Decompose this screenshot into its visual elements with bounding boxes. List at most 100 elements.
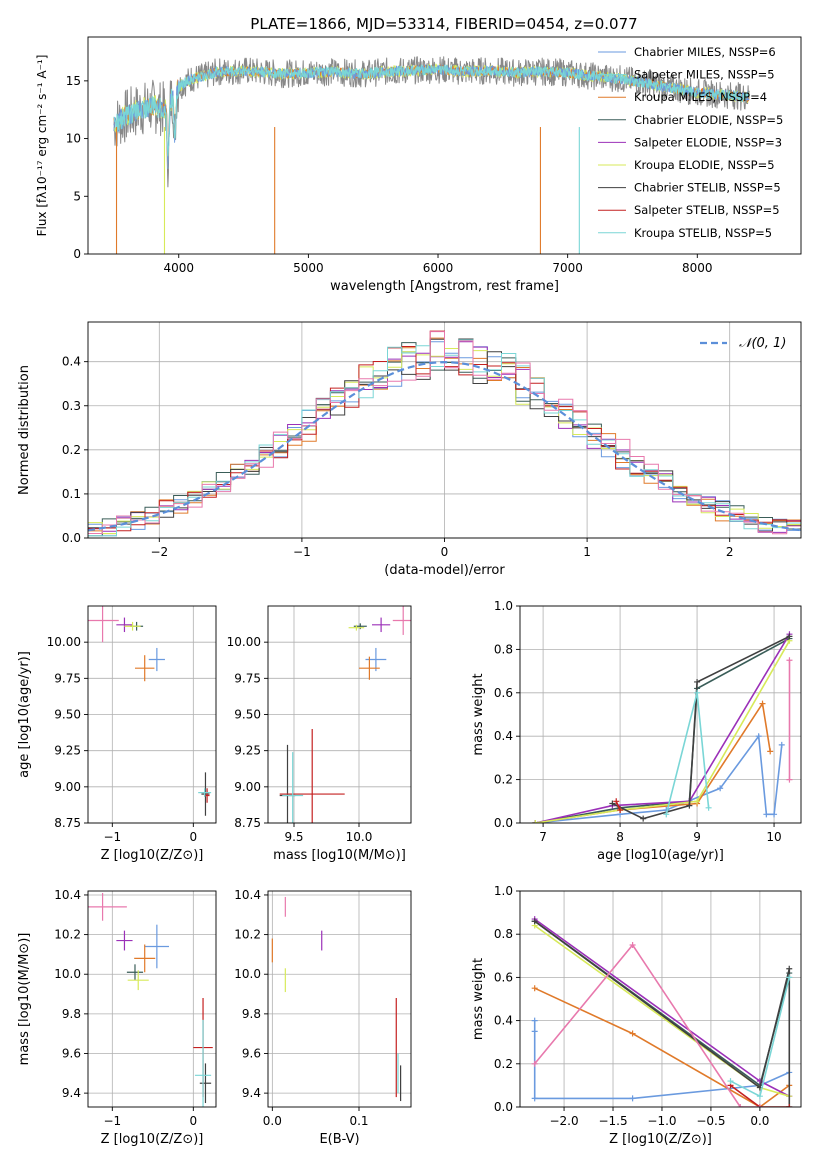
plot-area <box>271 896 402 1102</box>
legend-entry: Kroupa ELODIE, NSSP=5 <box>634 158 775 172</box>
x-tick-label: −1.0 <box>647 1114 676 1128</box>
x-tick-label: 10 <box>766 830 781 844</box>
errorbar-point <box>116 930 133 951</box>
errorbar-point <box>88 892 127 921</box>
y-tick-label: 0.4 <box>62 355 81 369</box>
weight-series <box>613 798 624 813</box>
y-tick-label: 9.6 <box>242 1046 261 1060</box>
y-tick-label: 9.00 <box>54 780 81 794</box>
y-tick-label: 10.0 <box>234 967 261 981</box>
weight-marker <box>786 965 793 972</box>
y-tick-label: 9.8 <box>242 1007 261 1021</box>
weight-marker <box>629 1095 636 1102</box>
y-tick-label: 0.8 <box>494 927 513 941</box>
y-tick-label: 0.0 <box>62 531 81 545</box>
weight-marker <box>640 815 647 822</box>
y-tick-label: 10.0 <box>54 967 81 981</box>
weight-series <box>609 633 793 822</box>
y-tick-label: 9.6 <box>62 1046 81 1060</box>
x-axis-label: mass [log10(M/M⊙)] <box>273 848 406 863</box>
y-tick-label: 9.50 <box>54 708 81 722</box>
x-tick-label: 7 <box>539 830 547 844</box>
y-axis-label: mass weight <box>471 673 486 755</box>
y-axis-label: mass [log10(M/M⊙)] <box>17 933 32 1066</box>
y-tick-label: 0.6 <box>494 970 513 984</box>
x-tick-label: 0 <box>441 545 449 559</box>
x-tick-label: 0.0 <box>750 1114 769 1128</box>
weight-marker <box>613 798 620 805</box>
plot-area <box>531 916 793 1107</box>
y-tick-label: 10.00 <box>47 635 81 649</box>
normal-curve <box>88 360 801 532</box>
y-tick-label: 0.8 <box>494 642 513 656</box>
y-tick-label: 9.25 <box>54 744 81 758</box>
y-tick-label: 10.00 <box>227 635 261 649</box>
weight-line <box>534 987 790 1107</box>
weight-marker <box>759 700 766 707</box>
axes-frame <box>87 36 802 255</box>
x-tick-label: −1 <box>103 1114 121 1128</box>
x-axis-label: age [log10(age/yr)] <box>597 848 724 863</box>
legend-entry: Chabrier STELIB, NSSP=5 <box>634 181 781 195</box>
errorbar-point <box>198 788 212 797</box>
weight-marker <box>786 974 793 981</box>
errorbar-point <box>201 772 210 816</box>
plot-area <box>88 330 801 537</box>
errorbar-point <box>194 1019 212 1107</box>
weight-marker <box>737 1104 744 1107</box>
chart-residuals: −2 −1 0 1 2 0.0 0.1 0.2 0.3 0.4 (data-model)/error… <box>17 321 802 578</box>
x-tick-label: 0.0 <box>263 1114 282 1128</box>
x-tick-label: 10.0 <box>346 830 373 844</box>
weight-marker <box>756 1104 763 1107</box>
x-tick-label: 0 <box>189 830 197 844</box>
axes-frame <box>519 890 802 1108</box>
chart-spectrum: 4000 5000 6000 7000 8000 0 5 10 15 wavelength [An… <box>35 36 802 294</box>
weight-marker <box>786 776 793 783</box>
y-tick-label: 0.6 <box>494 686 513 700</box>
x-axis-label: (data-model)/error <box>384 563 505 578</box>
chart-mass_vs_EBV: 0.0 0.1 9.4 9.6 9.8 10.0 10.2 10.4 E(B-V) <box>234 888 412 1147</box>
weight-series <box>727 974 793 1100</box>
x-tick-label: −2 <box>150 545 168 559</box>
weight-series <box>786 657 793 783</box>
errorbar-point <box>134 944 156 973</box>
legend-entry: Chabrier MILES, NSSP=6 <box>634 45 776 59</box>
y-tick-label: 9.25 <box>234 744 261 758</box>
chart-mass_weight_vs_age: 7 8 9 10 0.0 0.2 0.4 0.6 0.8 1.0 age [log10(age/yr… <box>471 599 802 863</box>
weight-line <box>535 633 791 823</box>
x-tick-label: 5000 <box>293 261 324 275</box>
y-tick-label: 0 <box>73 247 81 261</box>
x-tick-label: 4000 <box>163 261 194 275</box>
y-tick-label: 0.0 <box>494 816 513 830</box>
weight-series <box>532 635 793 823</box>
weight-marker <box>531 1060 538 1067</box>
y-axis-label: Flux [fλ10⁻¹⁷ erg cm⁻² s⁻¹ A⁻¹] <box>35 55 49 237</box>
errorbar-point <box>88 606 119 643</box>
weight-marker <box>705 804 712 811</box>
x-tick-label: 6000 <box>423 261 454 275</box>
x-tick-label: 9 <box>693 830 701 844</box>
weight-marker <box>771 811 778 818</box>
weight-marker <box>694 798 701 805</box>
y-tick-label: 8.75 <box>54 816 81 830</box>
x-axis-label: Z [log10(Z/Z⊙)] <box>101 848 204 863</box>
axes-frame <box>267 890 412 1108</box>
x-tick-label: 2 <box>726 545 734 559</box>
weight-marker <box>609 800 616 807</box>
y-tick-label: 10.4 <box>54 888 81 902</box>
x-axis-label: Z [log10(Z/Z⊙)] <box>101 1132 204 1147</box>
chart-mass_vs_Z: −1 0 9.4 9.6 9.8 10.0 10.2 10.4 Z [log10(Z/Z⊙)] m… <box>17 888 217 1147</box>
weight-marker <box>767 748 774 755</box>
y-tick-label: 0.1 <box>62 487 81 501</box>
weight-line <box>534 920 791 1107</box>
weight-marker <box>786 633 793 640</box>
weight-series <box>532 631 793 823</box>
plot-area <box>88 892 213 1107</box>
weight-line <box>615 800 621 811</box>
legend-entry: 𝒩(0, 1) <box>739 336 786 351</box>
chart-age_vs_Z: −1 0 8.75 9.00 9.25 9.50 9.75 10.00 Z [log10(Z/Z… <box>17 605 217 863</box>
y-tick-label: 10.4 <box>234 888 261 902</box>
errorbar-point <box>124 621 141 631</box>
weight-line <box>534 943 760 1107</box>
errorbar-point <box>372 617 391 633</box>
